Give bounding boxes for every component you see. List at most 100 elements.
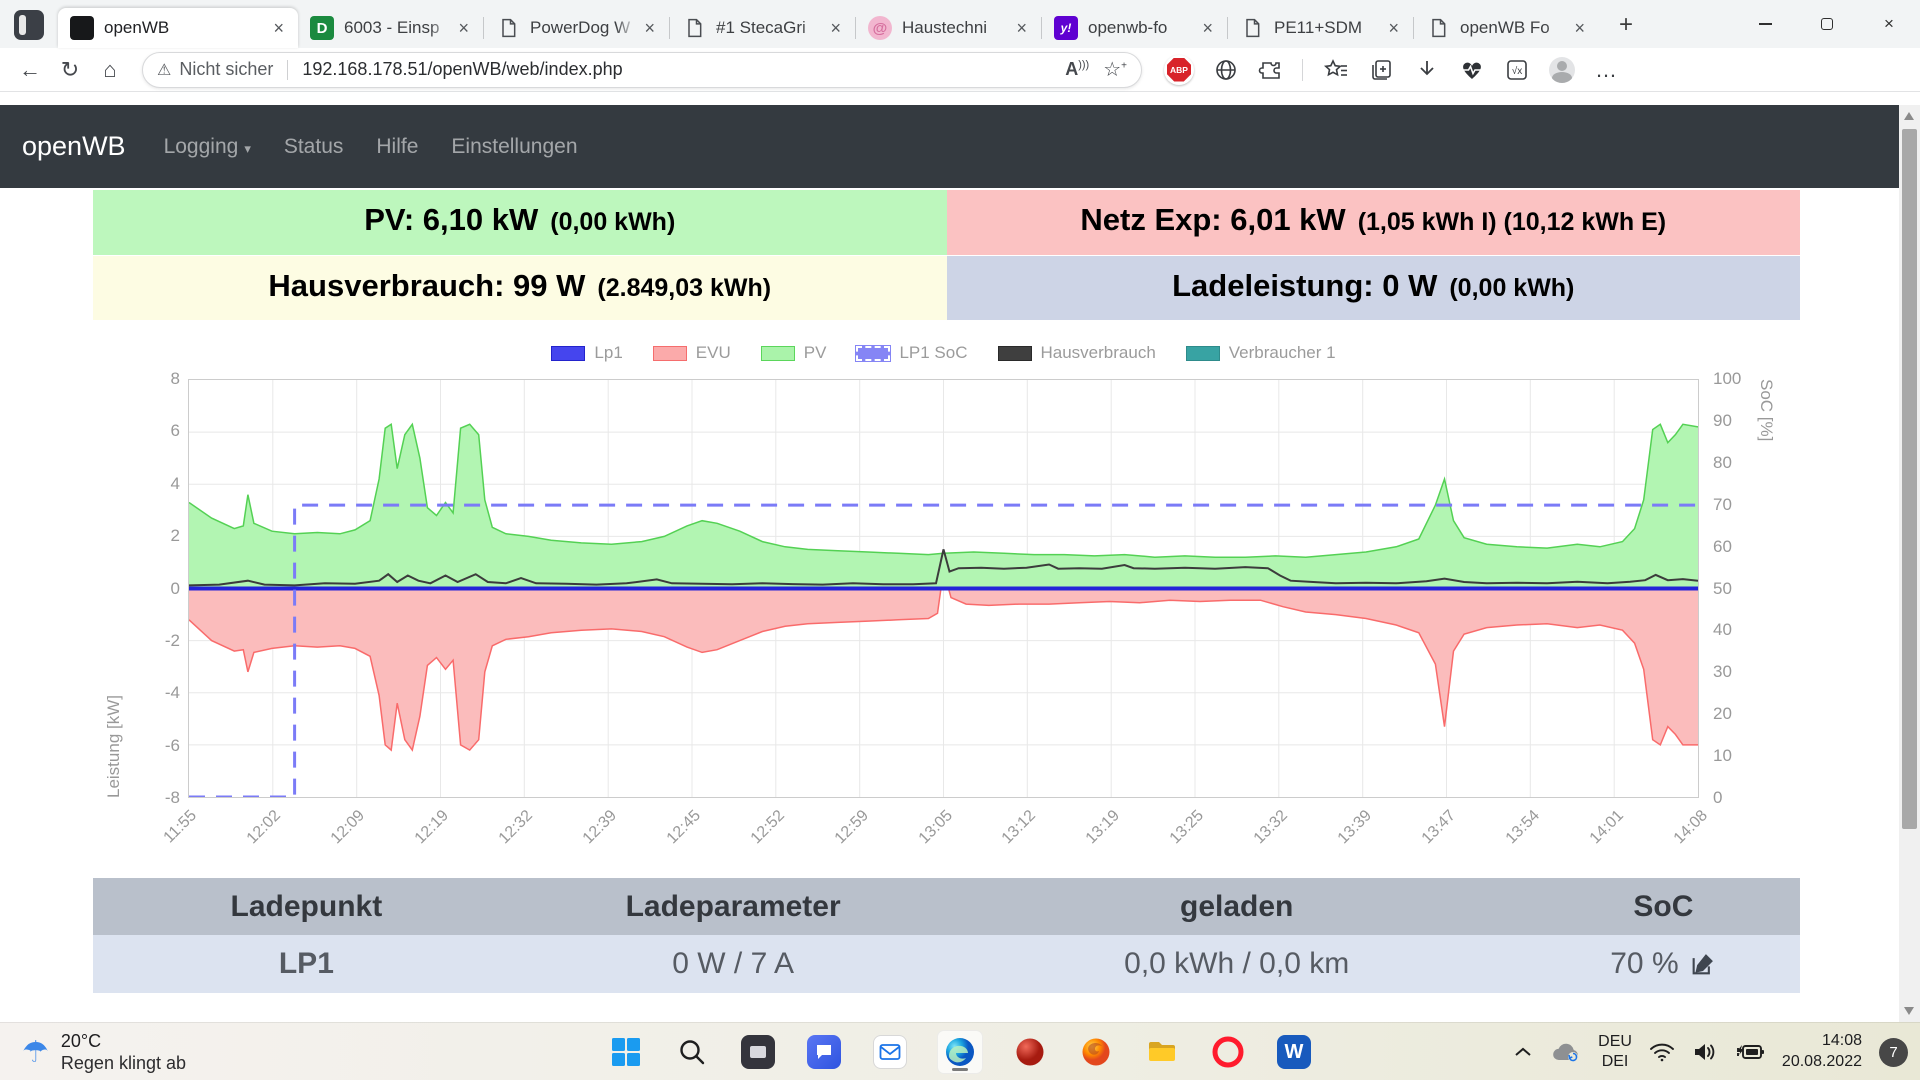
tab-close-icon[interactable]: × [1574,17,1585,38]
browser-tab-openwb-fo[interactable]: openWB Fo × [1414,8,1599,48]
tab-close-icon[interactable]: × [1388,17,1399,38]
header-ladepunkt: Ladepunkt [230,889,383,923]
x-axis-tick: 12:59 [831,807,872,848]
browser-tab-6003-einsp[interactable]: D 6003 - Einsp × [298,8,483,48]
browser-tab--1-stecagri[interactable]: #1 StecaGri × [670,8,855,48]
battery-icon[interactable] [1735,1042,1765,1062]
x-axis-tick: 12:52 [747,807,788,848]
keyboard-language[interactable]: DEU DEI [1598,1033,1632,1070]
new-tab-button[interactable]: + [1618,11,1633,38]
opera-icon[interactable] [1209,1033,1247,1071]
tray-chevron-up-icon[interactable] [1512,1045,1534,1059]
search-icon[interactable] [673,1033,711,1071]
x-axis-tick: 13:25 [1167,807,1208,848]
cell-soc: 70 % [1527,935,1800,993]
edge-icon[interactable] [937,1030,983,1074]
collections-icon[interactable] [1369,58,1395,82]
tab-title: PowerDog W [530,18,631,37]
tab-close-icon[interactable]: × [644,17,655,38]
page-scrollbar[interactable] [1899,105,1920,1022]
minimize-icon [1758,23,1772,25]
math-solver-icon[interactable]: √x [1505,58,1529,82]
file-explorer-icon[interactable] [1143,1033,1181,1071]
tab-close-icon[interactable]: × [830,17,841,38]
tab-close-icon[interactable]: × [273,17,284,38]
tab-close-icon[interactable]: × [458,17,469,38]
start-button[interactable] [607,1033,645,1071]
page-favicon [682,16,706,40]
add-favorite-icon[interactable]: ☆+ [1103,59,1127,81]
scroll-up-icon[interactable] [1904,112,1914,120]
x-axis-tick: 13:05 [915,807,956,848]
x-axis-tick: 13:32 [1250,807,1292,848]
scroll-down-icon[interactable] [1904,1007,1914,1015]
y-axis-tick-left: -2 [164,630,180,650]
nav-item-status[interactable]: Status [283,134,344,158]
brand-openwb[interactable]: openWB [22,131,126,161]
settings-menu-icon[interactable]: … [1595,56,1618,82]
scrollbar-thumb[interactable] [1902,129,1917,829]
tab-separator [855,17,856,39]
notification-badge[interactable]: 7 [1879,1037,1908,1067]
netz-value: Netz Exp: 6,01 kW [1080,202,1346,237]
tab-close-icon[interactable]: × [1202,17,1213,38]
nav-item-logging[interactable]: Logging ▾ [163,134,251,158]
home-button[interactable]: ⌂ [103,56,117,82]
nav-item-einstellungen[interactable]: Einstellungen [451,134,578,158]
tab-separator [1413,17,1414,39]
word-icon[interactable]: W [1275,1033,1313,1071]
mail-icon[interactable] [871,1033,909,1071]
legend-swatch [551,345,586,361]
dark-app-icon[interactable] [739,1033,777,1071]
browser-tab-haustechni[interactable]: @ Haustechni × [856,8,1041,48]
firefox-icon[interactable] [1077,1033,1115,1071]
nav-item-hilfe[interactable]: Hilfe [376,134,419,158]
downloads-icon[interactable] [1415,58,1439,82]
y-axis-title-left: Leistung [kW] [104,695,123,798]
y-axis-tick-right: 100 [1713,369,1742,388]
browser-tab-openwb-fo[interactable]: y! openwb-fo × [1042,8,1227,48]
y-axis-title-right: SoC [%] [1757,379,1776,442]
volume-icon[interactable] [1692,1041,1718,1063]
weather-desc: Regen klingt ab [60,1053,186,1073]
browser-tab-openwb[interactable]: openWB × [58,8,298,48]
profile-avatar[interactable] [1549,56,1575,83]
browser-essentials-icon[interactable] [1459,58,1485,82]
tab-close-icon[interactable]: × [1016,17,1027,38]
edit-soc-icon[interactable] [1689,950,1717,978]
browser-tabs: openWB × D 6003 - Einsp × PowerDog W × #1 Steca… [58,0,1599,48]
browser-tab-powerdog-w[interactable]: PowerDog W × [484,8,669,48]
tab-separator [1041,17,1042,39]
red-app-icon[interactable] [1011,1033,1049,1071]
minimize-button[interactable] [1734,0,1796,48]
y-axis-tick-right: 40 [1713,620,1732,640]
read-aloud-icon[interactable]: A))) [1065,59,1090,79]
weather-widget[interactable]: ☂ 20°C Regen klingt ab [22,1023,186,1080]
teams-chat-icon[interactable] [805,1033,843,1071]
maximize-button[interactable] [1796,0,1858,48]
legend-swatch [1185,345,1220,361]
x-axis-tick: 14:01 [1586,807,1628,848]
security-label[interactable]: Nicht sicher [179,59,274,79]
chart-canvas [189,380,1698,797]
tab-title: openWB [104,18,170,37]
legend-item-pv: PV [760,343,826,363]
pv-box: PV: 6,10 kW (0,00 kWh) [93,190,947,255]
address-bar[interactable]: ⚠ Nicht sicher 192.168.178.51/openWB/web… [142,51,1142,88]
openwb-page: openWB Logging ▾ Status Hilfe Einstellung… [0,105,1920,1022]
taskbar-clock[interactable]: 14:08 20.08.2022 [1782,1031,1862,1073]
browser-tab-pe11-sdm[interactable]: PE11+SDM × [1228,8,1413,48]
close-button[interactable]: × [1858,0,1920,48]
extensions-puzzle-icon[interactable] [1258,58,1282,82]
hausverbrauch-energy: (2.849,03 kWh) [597,274,772,302]
wifi-icon[interactable] [1649,1042,1675,1062]
url-text[interactable]: 192.168.178.51/openWB/web/index.php [302,59,623,79]
refresh-button[interactable]: ↻ [60,56,80,82]
close-icon: × [1884,14,1894,33]
back-button[interactable]: ← [19,56,41,82]
tab-actions-icon[interactable] [14,10,44,40]
favorites-icon[interactable] [1323,58,1349,82]
onedrive-cloud-icon[interactable] [1551,1041,1581,1063]
globe-extension-icon[interactable] [1214,58,1238,82]
adblock-plus-icon[interactable]: ABP [1164,54,1194,85]
